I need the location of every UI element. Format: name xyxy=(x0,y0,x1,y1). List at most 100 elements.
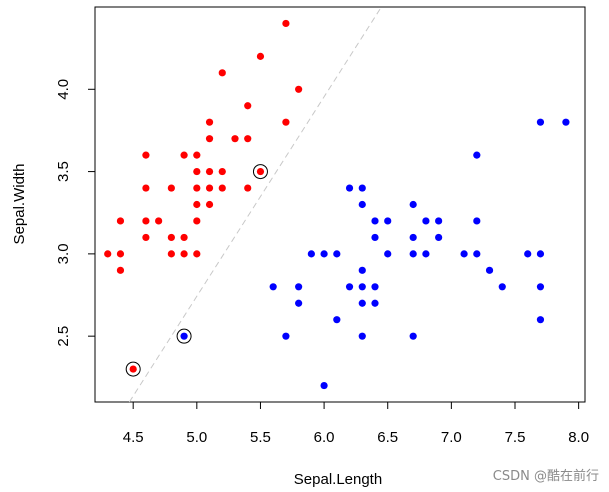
class-blue-point xyxy=(473,151,481,159)
class-red-point xyxy=(244,184,252,192)
class-blue-point xyxy=(295,299,303,307)
class-blue-point xyxy=(409,250,417,258)
class-red-point xyxy=(282,118,290,126)
class-blue-point xyxy=(269,283,277,291)
class-red-point xyxy=(155,217,163,225)
class-blue-point xyxy=(409,332,417,340)
class-blue-point xyxy=(473,217,481,225)
class-red-point xyxy=(218,167,226,176)
class-red-point xyxy=(218,184,226,192)
class-red-point xyxy=(193,184,201,192)
class-blue-point xyxy=(358,283,366,291)
x-tick-label: 6.0 xyxy=(314,429,335,446)
class-blue-point xyxy=(371,283,379,291)
class-red-point xyxy=(193,151,201,159)
class-red-point xyxy=(104,250,112,258)
class-blue-point xyxy=(524,250,532,258)
class-blue-point xyxy=(345,184,354,192)
class-red-point xyxy=(205,135,214,143)
class-blue-point xyxy=(320,381,328,390)
class-red-point xyxy=(180,151,188,159)
class-blue-point xyxy=(536,283,545,291)
class-red-point xyxy=(244,135,252,143)
class-blue-point xyxy=(358,200,366,209)
class-red-point xyxy=(205,184,214,192)
class-blue-point xyxy=(485,266,494,274)
class-blue-point xyxy=(371,217,379,225)
decision-boundary-layer xyxy=(128,6,382,403)
y-tick-label: 3.0 xyxy=(55,243,72,264)
class-blue-point xyxy=(180,332,188,340)
class-blue-point xyxy=(333,250,341,258)
class-blue-point xyxy=(562,118,570,126)
class-red-point xyxy=(244,102,252,110)
class-red-point xyxy=(231,135,239,143)
x-tick-label: 5.0 xyxy=(186,429,207,446)
class-red-point xyxy=(167,233,175,242)
x-tick-label: 7.0 xyxy=(441,429,462,446)
class-blue-point xyxy=(460,250,468,258)
watermark-text: CSDN @酷在前行 xyxy=(492,469,599,484)
class-red-point xyxy=(193,250,201,258)
class-blue-point xyxy=(498,283,506,291)
class-blue-point xyxy=(358,299,366,307)
class-red-point xyxy=(116,217,125,225)
class-blue-point xyxy=(473,250,481,258)
class-blue-point xyxy=(282,332,290,340)
class-blue-point xyxy=(409,233,417,242)
x-axis-label: Sepal.Length xyxy=(294,471,382,488)
class-blue-point xyxy=(295,283,303,291)
class-red-point xyxy=(218,69,226,77)
class-red-point xyxy=(193,217,201,225)
class-red-point xyxy=(167,184,175,192)
x-tick-label: 6.5 xyxy=(377,429,398,446)
class-blue-point xyxy=(409,200,417,209)
y-tick-label: 4.0 xyxy=(55,79,72,100)
class-red-point xyxy=(256,167,265,176)
class-blue-point xyxy=(384,217,392,225)
class-red-point xyxy=(142,233,150,242)
data-points-layer xyxy=(104,19,570,390)
class-red-point xyxy=(205,118,214,126)
class-blue-point xyxy=(536,250,545,258)
x-tick-label: 4.5 xyxy=(123,429,144,446)
class-red-point xyxy=(142,184,150,192)
class-blue-point xyxy=(320,250,328,258)
class-blue-point xyxy=(435,217,443,225)
class-blue-point xyxy=(435,233,443,242)
class-red-point xyxy=(142,151,150,159)
y-tick-label: 2.5 xyxy=(55,326,72,347)
support-vector-marker xyxy=(125,361,141,377)
y-axis-label: Sepal.Width xyxy=(11,164,28,245)
class-red-point xyxy=(295,85,303,93)
class-blue-point xyxy=(371,299,379,307)
class-blue-point xyxy=(358,332,366,340)
class-red-point xyxy=(129,365,137,373)
class-blue-point xyxy=(333,316,341,324)
class-blue-point xyxy=(384,250,392,258)
class-blue-point xyxy=(536,316,545,324)
support-vector-layer xyxy=(125,164,268,377)
x-tick-label: 5.5 xyxy=(250,429,271,446)
x-tick-label: 7.5 xyxy=(505,429,526,446)
support-vector-marker xyxy=(252,164,268,180)
class-red-point xyxy=(180,250,188,258)
class-red-point xyxy=(282,19,290,28)
plot-frame xyxy=(94,6,586,403)
class-blue-point xyxy=(422,250,430,258)
y-tick-label: 3.5 xyxy=(55,161,72,182)
x-tick-label: 8.0 xyxy=(568,429,589,446)
class-red-point xyxy=(142,217,150,225)
class-blue-point xyxy=(307,250,315,258)
class-blue-point xyxy=(358,266,366,274)
class-red-point xyxy=(205,167,214,176)
class-blue-point xyxy=(345,283,354,291)
class-blue-point xyxy=(536,118,545,126)
x-axis: 4.5 5.0 5.5 6.0 6.5 7.0 7.5 8.0 xyxy=(123,401,589,446)
class-red-point xyxy=(193,167,201,176)
class-blue-point xyxy=(422,217,430,225)
class-blue-point xyxy=(358,184,366,192)
class-red-point xyxy=(116,250,125,258)
class-red-point xyxy=(193,200,201,209)
